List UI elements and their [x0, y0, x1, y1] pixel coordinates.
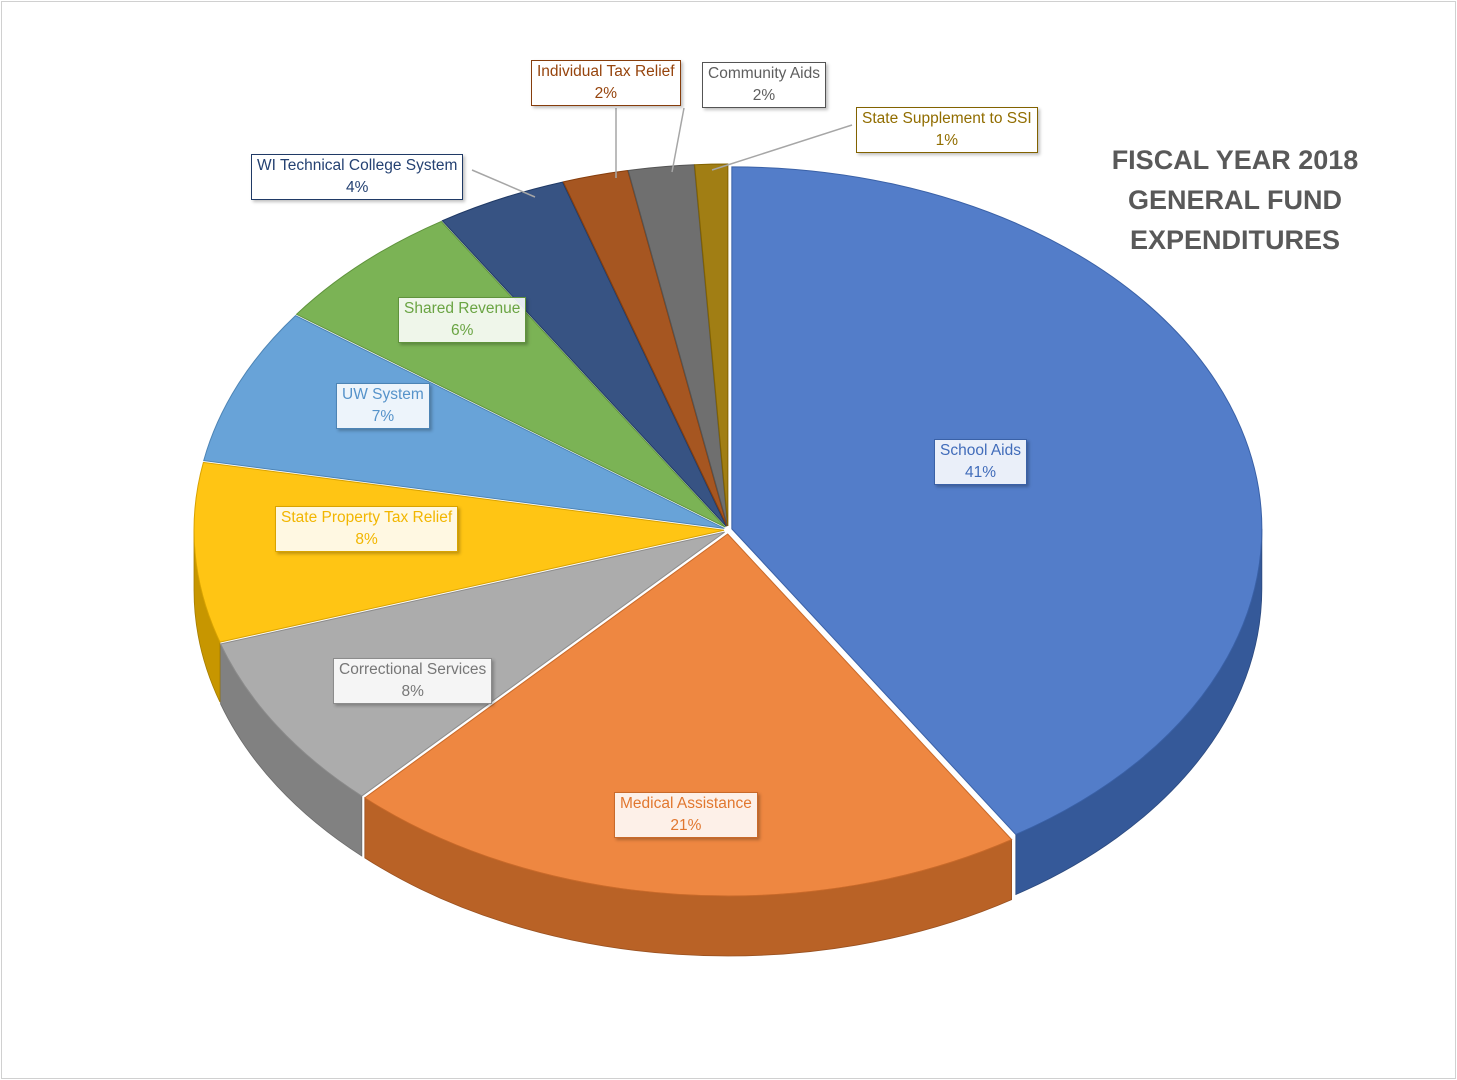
data-label-name: Correctional Services	[339, 661, 487, 678]
chart-title-line-3: EXPENDITURES	[1129, 225, 1341, 255]
data-label-wi-technical-college-system: WI Technical College System 4%	[251, 154, 464, 200]
pie-slice-uw-system	[203, 315, 725, 529]
data-label-state-supplement-to-ssi: State Supplement to SSI 1%	[856, 107, 1038, 153]
data-label-correctional-services: Correctional Services 8%	[333, 658, 493, 704]
data-label-community-aids: Community Aids 2%	[702, 62, 826, 108]
data-label-value: 7%	[371, 408, 395, 425]
data-label-name: WI Technical College System	[257, 157, 458, 174]
data-label-value: 2%	[594, 85, 617, 102]
leader-line-state-supplement-to-ssi	[711, 124, 853, 171]
data-label-value: 6%	[450, 322, 474, 339]
pie-slice-medical-assistance	[363, 533, 1013, 897]
data-label-name: Community Aids	[708, 65, 820, 82]
data-label-value: 8%	[401, 683, 424, 700]
data-label-name: State Property Tax Relief	[281, 509, 453, 526]
data-label-name: UW System	[342, 386, 424, 403]
data-label-medical-assistance: Medical Assistance 21%	[614, 792, 758, 838]
data-label-name: Medical Assistance	[620, 795, 752, 812]
chart-title-line-2: GENERAL FUND	[1127, 185, 1342, 215]
data-label-name: State Supplement to SSI	[862, 110, 1032, 127]
pie-slice-wi-technical-college-system	[441, 181, 727, 527]
pie-slice-state-supplement-to-ssi	[694, 163, 729, 527]
data-label-name: Shared Revenue	[404, 300, 521, 317]
data-label-state-property-tax-relief: State Property Tax Relief 8%	[275, 506, 459, 552]
chart-title: FISCAL YEAR 2018 GENERAL FUND EXPENDITUR…	[1085, 140, 1385, 260]
pie-slice-individual-tax-relief	[562, 169, 728, 527]
pie-slice-school-aids	[731, 166, 1263, 836]
data-label-school-aids: School Aids 41%	[934, 439, 1027, 485]
data-label-uw-system: UW System 7%	[336, 383, 430, 429]
data-label-name: Individual Tax Relief	[537, 63, 675, 80]
data-label-value: 8%	[355, 531, 378, 548]
data-label-individual-tax-relief: Individual Tax Relief 2%	[531, 60, 681, 106]
data-label-shared-revenue: Shared Revenue 6%	[398, 297, 527, 343]
leader-line-wi-technical-college-system	[471, 169, 536, 198]
data-label-value: 4%	[346, 179, 369, 196]
leader-line-community-aids	[671, 107, 685, 173]
data-label-value: 21%	[670, 817, 702, 834]
data-label-value: 2%	[752, 87, 776, 104]
data-label-value: 41%	[964, 464, 997, 481]
data-label-name: School Aids	[940, 442, 1021, 459]
chart-title-line-1: FISCAL YEAR 2018	[1111, 145, 1359, 175]
data-label-value: 1%	[935, 132, 959, 149]
